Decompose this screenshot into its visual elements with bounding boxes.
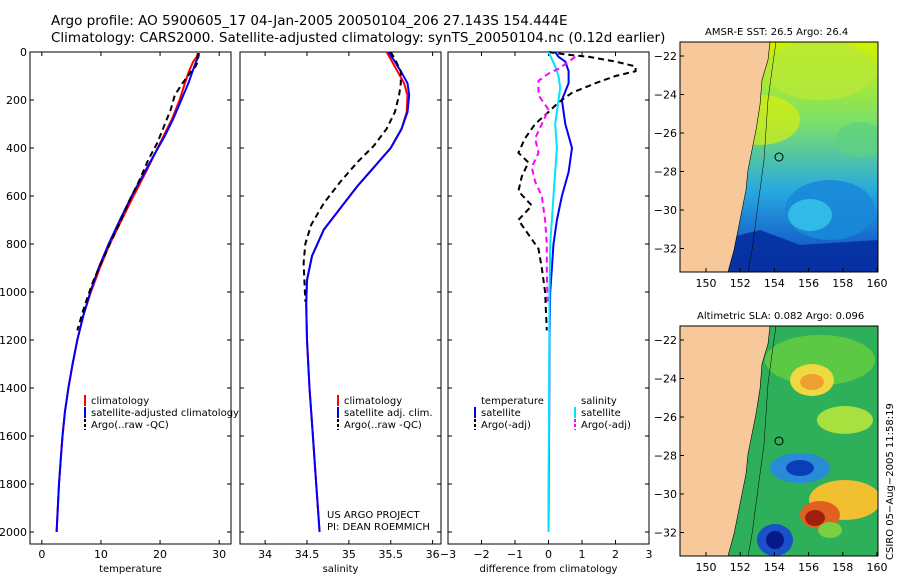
map-x-tick-label: 160: [867, 561, 888, 574]
y-tick-label: 800: [6, 238, 27, 251]
map-y-tick-label: −32: [654, 527, 677, 540]
y-tick-label: 400: [6, 142, 27, 155]
map-x-tick-label: 156: [798, 277, 819, 290]
x-tick-label: −2: [473, 548, 489, 561]
map-x-tick-label: 158: [832, 561, 853, 574]
map-y-tick-label: −22: [654, 50, 677, 63]
figure-title-line-2: Climatology: CARS2000. Satellite-adjuste…: [51, 30, 666, 46]
map-x-tick-label: 150: [696, 561, 717, 574]
legend-label: satellite adj. clim.: [344, 408, 433, 419]
series-line-satellite-adj-clim: [305, 51, 411, 533]
map-y-tick-label: −24: [654, 89, 677, 102]
legend-label: Argo(..raw -QC): [344, 420, 422, 431]
y-tick-label: 1200: [0, 334, 27, 347]
map-x-tick-label: 150: [696, 277, 717, 290]
map-y-tick-label: −32: [654, 243, 677, 256]
map-x-tick-label: 160: [867, 277, 888, 290]
map-x-tick-label: 154: [764, 561, 785, 574]
series-line-climatology: [305, 51, 409, 533]
sst-map-frame: [679, 41, 879, 273]
salinity-panel-frame: [239, 51, 442, 545]
map-x-tick-label: 152: [730, 561, 751, 574]
sla-map-title: Altimetric SLA: 0.082 Argo: 0.096: [697, 311, 864, 322]
temperature-panel-frame: [29, 51, 232, 545]
series-line-temperature-argo-adj: [517, 51, 637, 331]
series-line-salinity-argo-adj: [530, 55, 576, 302]
legend-label: Argo(..raw -QC): [91, 420, 169, 431]
legend-label: satellite: [481, 408, 521, 419]
map-y-tick-label: −30: [654, 204, 677, 217]
y-tick-label: 2000: [0, 526, 27, 539]
legend-label: climatology: [91, 396, 149, 407]
x-tick-label: 10: [94, 548, 108, 561]
map-x-tick-label: 158: [832, 277, 853, 290]
legend-heading: salinity: [581, 396, 617, 407]
legend-heading: temperature: [481, 396, 544, 407]
x-tick-label: 1: [579, 548, 586, 561]
series-line-temperature-satellite: [547, 51, 574, 533]
y-tick-label: 0: [20, 46, 27, 59]
map-y-tick-label: −28: [654, 450, 677, 463]
map-y-tick-label: −26: [654, 127, 677, 140]
legend-label: Argo(-adj): [481, 420, 531, 431]
x-tick-label: 0: [38, 548, 45, 561]
series-line-satellite-adjusted-climatology: [55, 53, 201, 533]
x-axis-label: salinity: [323, 564, 359, 575]
map-x-tick-label: 156: [798, 561, 819, 574]
x-tick-label: 2: [612, 548, 619, 561]
pi-annotation: PI: DEAN ROEMMICH: [327, 522, 430, 533]
x-tick-label: 0: [545, 548, 552, 561]
x-tick-label: −3: [440, 548, 456, 561]
project-annotation: US ARGO PROJECT: [327, 510, 421, 521]
x-tick-label: 35.5: [379, 548, 404, 561]
sla-float-marker: [774, 436, 784, 446]
map-y-tick-label: −26: [654, 411, 677, 424]
sla-map: [680, 326, 878, 556]
x-axis-label: difference from climatology: [480, 564, 618, 575]
sla-map-frame: [679, 325, 879, 557]
map-y-tick-label: −30: [654, 488, 677, 501]
x-tick-label: 35: [342, 548, 356, 561]
x-axis-label: temperature: [99, 564, 162, 575]
x-tick-label: 30: [212, 548, 226, 561]
y-tick-label: 200: [6, 94, 27, 107]
x-tick-label: 20: [153, 548, 167, 561]
series-line-argo-raw-qc: [302, 51, 402, 302]
y-tick-label: 1000: [0, 286, 27, 299]
series-line-salinity-satellite: [547, 51, 562, 533]
sst-map-land: [680, 42, 771, 272]
sla-map-land: [680, 326, 771, 556]
legend-label: satellite-adjusted climatology: [91, 408, 239, 419]
sst-map-title: AMSR-E SST: 26.5 Argo: 26.4: [705, 27, 848, 38]
map-y-tick-label: −28: [654, 166, 677, 179]
y-tick-label: 1600: [0, 430, 27, 443]
x-tick-label: 3: [646, 548, 653, 561]
sst-float-marker: [774, 152, 784, 162]
x-tick-label: 34: [258, 548, 272, 561]
series-line-argo-raw-qc: [76, 52, 200, 331]
figure-title-line-1: Argo profile: AO 5900605_17 04-Jan-2005 …: [51, 13, 568, 29]
y-tick-label: 1400: [0, 382, 27, 395]
map-y-tick-label: −24: [654, 373, 677, 386]
series-line-climatology: [55, 52, 199, 533]
map-x-tick-label: 154: [764, 277, 785, 290]
legend-label: satellite: [581, 408, 621, 419]
x-tick-label: 36: [426, 548, 440, 561]
x-tick-label: −1: [507, 548, 523, 561]
timestamp-stamp: CSIRO 05−Aug−2005 11:58:19: [885, 403, 896, 560]
y-tick-label: 600: [6, 190, 27, 203]
sst-map: [680, 42, 878, 272]
map-y-tick-label: −22: [654, 334, 677, 347]
x-tick-label: 34.5: [295, 548, 320, 561]
y-tick-label: 1800: [0, 478, 27, 491]
legend-label: climatology: [344, 396, 402, 407]
map-x-tick-label: 152: [730, 277, 751, 290]
legend-label: Argo(-adj): [581, 420, 631, 431]
